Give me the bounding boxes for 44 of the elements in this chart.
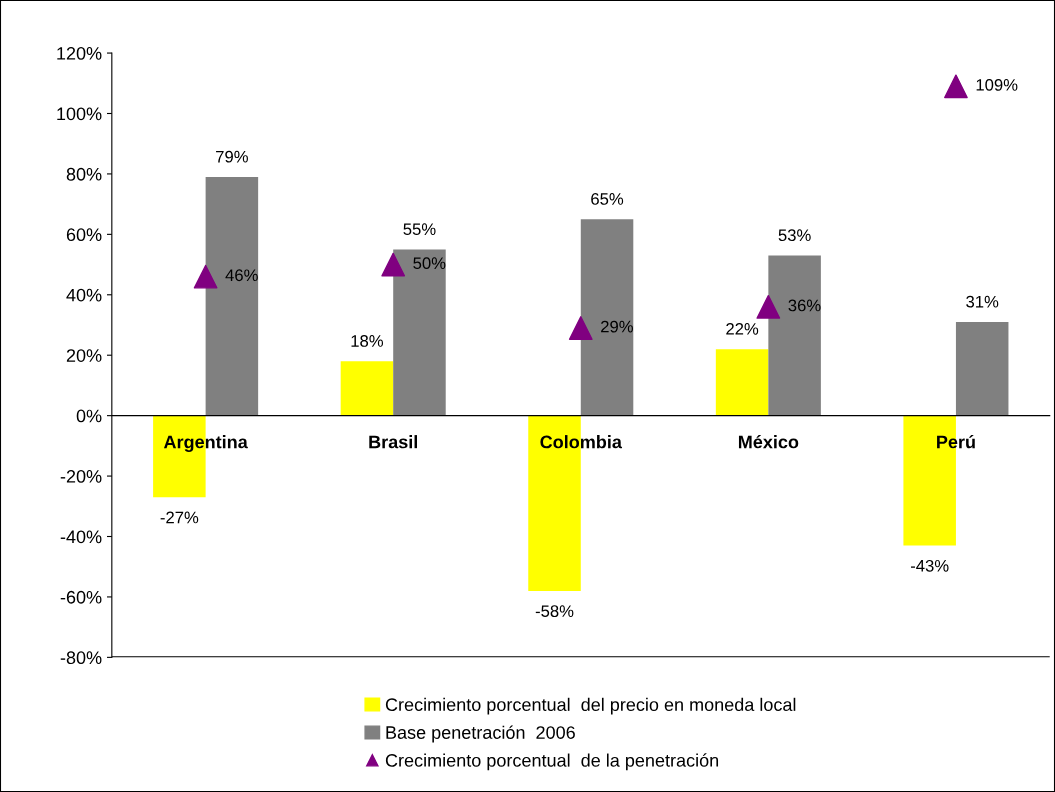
point — [193, 264, 218, 289]
point — [381, 252, 406, 277]
data-label: 29% — [601, 320, 633, 333]
bar — [205, 176, 259, 416]
y-tick-label: -40% — [60, 530, 102, 544]
bar — [955, 321, 1009, 416]
data-label: 22% — [726, 322, 759, 335]
data-label: 31% — [966, 295, 999, 308]
legend-label: Base penetración 2006 — [386, 725, 575, 743]
y-tick-label: 0% — [76, 409, 102, 423]
bar — [715, 349, 769, 416]
y-tick-label: 20% — [66, 349, 102, 362]
bar — [580, 219, 634, 416]
y-tick-label: 60% — [66, 228, 102, 242]
legend-label: Crecimiento porcentual de la penetración — [385, 753, 719, 771]
y-tick-label: 120% — [57, 47, 102, 60]
bar — [393, 249, 446, 416]
data-label: 55% — [403, 223, 436, 236]
x-tick-label: Perú — [937, 434, 975, 449]
data-label: -27% — [160, 511, 199, 524]
legend-label: Crecimiento porcentual del precio en moneda local — [385, 697, 796, 715]
data-label: 46% — [225, 269, 258, 282]
y-tick-label: 80% — [66, 167, 102, 181]
y-tick-label: -20% — [60, 470, 102, 483]
data-label: 79% — [216, 150, 248, 163]
data-label: -43% — [910, 559, 949, 572]
data-label: 65% — [591, 193, 624, 205]
bar — [340, 361, 394, 416]
x-tick-label: Brasil — [369, 435, 418, 449]
data-label: 18% — [351, 335, 384, 347]
bar — [768, 255, 821, 416]
data-label: 36% — [788, 299, 821, 312]
point — [944, 74, 968, 99]
data-label: -58% — [535, 605, 574, 618]
x-tick-label: México — [738, 434, 799, 449]
data-label: 53% — [778, 229, 811, 242]
data-label: 109% — [976, 78, 1018, 91]
y-tick-label: -60% — [60, 590, 102, 604]
point — [568, 316, 593, 340]
y-tick-label: 40% — [66, 288, 102, 302]
data-label: 50% — [413, 257, 446, 270]
y-tick-label: 100% — [57, 107, 102, 121]
y-tick-label: -80% — [60, 651, 102, 665]
point — [756, 294, 781, 319]
